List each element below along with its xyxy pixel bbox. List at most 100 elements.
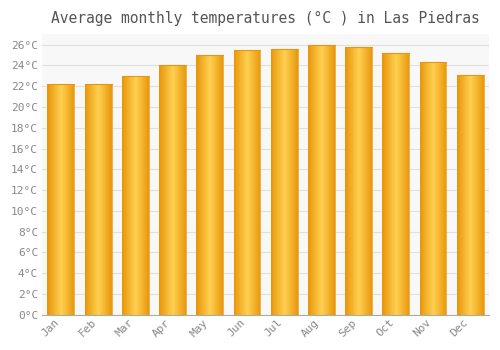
Bar — [109, 84, 110, 315]
Bar — [271, 49, 272, 315]
Bar — [395, 53, 396, 315]
Bar — [48, 84, 49, 315]
Bar — [334, 45, 335, 315]
Bar — [397, 53, 398, 315]
Bar — [170, 65, 171, 315]
Bar — [251, 50, 252, 315]
Bar — [199, 55, 200, 315]
Bar — [66, 84, 67, 315]
Bar — [136, 76, 138, 315]
Bar — [295, 49, 296, 315]
Bar — [407, 53, 408, 315]
Bar — [132, 76, 134, 315]
Bar — [438, 62, 439, 315]
Bar — [240, 50, 241, 315]
Bar — [62, 84, 63, 315]
Bar — [252, 50, 253, 315]
Bar — [209, 55, 210, 315]
Bar — [432, 62, 433, 315]
Bar — [422, 62, 423, 315]
Bar — [94, 84, 95, 315]
Bar — [396, 53, 397, 315]
Bar — [128, 76, 130, 315]
Bar — [400, 53, 401, 315]
Bar — [354, 47, 356, 315]
Bar — [473, 75, 474, 315]
Bar — [104, 84, 105, 315]
Bar — [420, 62, 421, 315]
Bar — [348, 47, 349, 315]
Bar — [284, 49, 285, 315]
Bar — [49, 84, 50, 315]
Bar — [178, 65, 179, 315]
Bar — [106, 84, 107, 315]
Bar — [140, 76, 141, 315]
Bar — [433, 62, 434, 315]
Bar — [220, 55, 221, 315]
Bar — [102, 84, 103, 315]
Bar — [318, 45, 320, 315]
Bar — [50, 84, 51, 315]
Bar — [200, 55, 201, 315]
Bar — [249, 50, 250, 315]
Bar — [475, 75, 476, 315]
Bar — [72, 84, 73, 315]
Bar — [242, 50, 243, 315]
Bar — [126, 76, 128, 315]
Bar — [245, 50, 246, 315]
Bar — [366, 47, 368, 315]
Bar — [310, 45, 312, 315]
Bar — [470, 75, 471, 315]
Bar — [204, 55, 205, 315]
Bar — [60, 84, 61, 315]
Bar — [442, 62, 443, 315]
Bar — [477, 75, 478, 315]
Bar — [111, 84, 112, 315]
Bar — [326, 45, 327, 315]
Bar — [258, 50, 259, 315]
Bar — [201, 55, 202, 315]
Bar — [425, 62, 426, 315]
Bar — [236, 50, 237, 315]
Bar — [476, 75, 477, 315]
Bar — [219, 55, 220, 315]
Bar — [408, 53, 409, 315]
Bar — [238, 50, 239, 315]
Bar — [214, 55, 215, 315]
Bar — [161, 65, 162, 315]
Bar — [441, 62, 442, 315]
Bar — [437, 62, 438, 315]
Bar — [387, 53, 388, 315]
Bar — [217, 55, 218, 315]
Bar — [212, 55, 213, 315]
Bar — [221, 55, 222, 315]
Bar — [459, 75, 460, 315]
Bar — [207, 55, 208, 315]
Bar — [61, 84, 62, 315]
Bar — [103, 84, 104, 315]
Bar — [58, 84, 59, 315]
Bar — [107, 84, 108, 315]
Bar — [467, 75, 468, 315]
Bar — [440, 62, 441, 315]
Bar — [427, 62, 428, 315]
Bar — [347, 47, 348, 315]
Bar — [105, 84, 106, 315]
Bar — [184, 65, 186, 315]
Bar — [90, 84, 92, 315]
Bar — [244, 50, 245, 315]
Bar — [308, 45, 310, 315]
Bar — [97, 84, 98, 315]
Bar — [423, 62, 424, 315]
Bar — [333, 45, 334, 315]
Bar — [215, 55, 216, 315]
Bar — [462, 75, 463, 315]
Bar — [142, 76, 144, 315]
Bar — [327, 45, 328, 315]
Bar — [368, 47, 370, 315]
Bar — [163, 65, 164, 315]
Bar — [254, 50, 255, 315]
Bar — [370, 47, 372, 315]
Bar — [216, 55, 217, 315]
Bar — [259, 50, 260, 315]
